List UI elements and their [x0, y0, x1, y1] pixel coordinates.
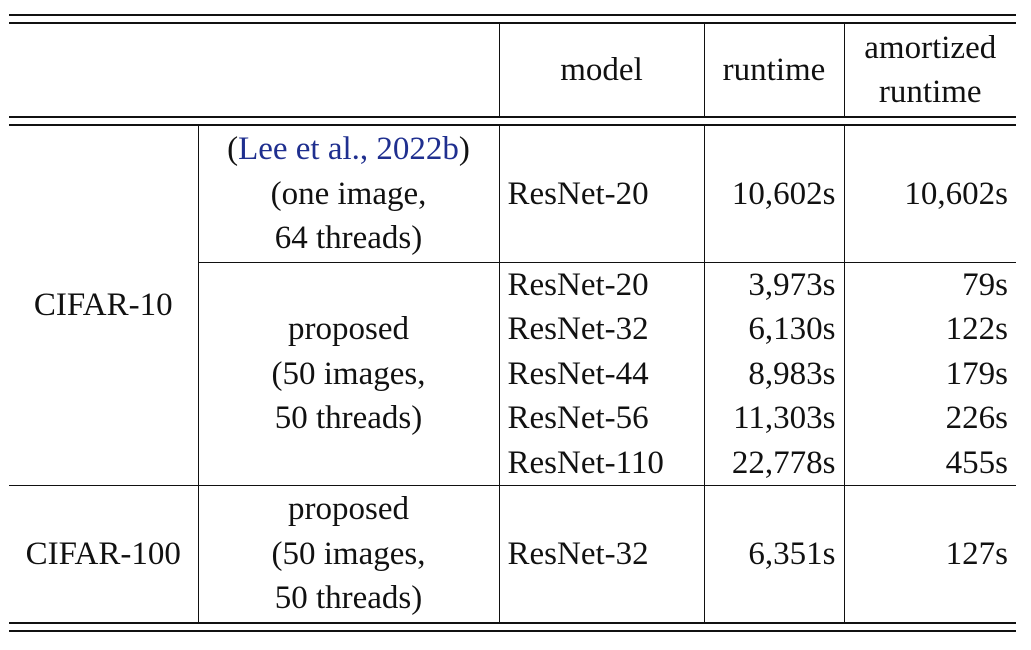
- open-paren: (: [227, 131, 239, 167]
- baseline-line2: (one image,: [270, 175, 427, 212]
- table-row: CIFAR-10 (Lee et al., 2022b) (one image,…: [9, 126, 1016, 486]
- amortized-cell: 455s: [945, 444, 1008, 481]
- runtime-cell: 22,778s: [704, 440, 845, 486]
- top-rule: [9, 14, 1016, 16]
- results-table-container: model runtime amortized runtime CIFAR-10…: [9, 14, 1016, 632]
- baseline-cite-line: (Lee et al., 2022b): [207, 127, 491, 172]
- baseline-line3: 64 threads): [274, 220, 423, 256]
- runtime-cell: 11,303s: [704, 396, 845, 441]
- proposed100-line2: (50 images,: [271, 535, 426, 572]
- model-cell: ResNet-32: [499, 307, 705, 352]
- baseline-runtime: 10,602s: [704, 126, 845, 262]
- model-cell: ResNet-20: [499, 261, 705, 307]
- method-proposed-cifar100: proposed (50 images, 50 threads): [198, 485, 500, 622]
- table-row: CIFAR-100 proposed (50 images, 50 thread…: [9, 485, 1016, 622]
- mid-rule: [9, 116, 1016, 118]
- proposed-line2: (50 images,: [271, 355, 426, 392]
- bottom-rule: [9, 621, 1016, 624]
- proposed-line3: 50 threads): [274, 400, 423, 436]
- model-cell: ResNet-110: [499, 440, 705, 486]
- runtime-cell: 6,130s: [704, 307, 845, 352]
- amortized-cell: 79s: [844, 261, 1016, 307]
- close-paren: ): [458, 131, 470, 167]
- baseline-amortized: 10,602s: [904, 175, 1008, 212]
- runtime-table: model runtime amortized runtime: [9, 24, 1016, 116]
- amortized-cell: 226s: [945, 400, 1008, 436]
- header-model: model: [499, 24, 705, 116]
- header-amortized-line1: amortized: [864, 30, 997, 66]
- cifar100-amortized: 127s: [844, 485, 1016, 622]
- proposed100-line1: proposed: [288, 491, 409, 527]
- amortized-cell: 122s: [945, 311, 1008, 347]
- cifar100-runtime: 6,351s: [704, 485, 845, 622]
- bottom-rule-2: [9, 629, 1016, 632]
- model-cell: ResNet-44: [499, 351, 705, 396]
- mid-rule-2: [9, 124, 1016, 126]
- header-empty-2: [198, 24, 500, 116]
- header-empty-1: [9, 24, 198, 116]
- header-runtime: runtime: [704, 24, 845, 116]
- amortized-cell: 179s: [945, 355, 1008, 392]
- table-row: ResNet-110 22,778s 455s: [9, 440, 1016, 486]
- proposed100-line3: 50 threads): [274, 580, 423, 616]
- runtime-table-body: CIFAR-10 (Lee et al., 2022b) (one image,…: [9, 126, 1016, 622]
- citation-link[interactable]: Lee et al., 2022b: [238, 131, 459, 167]
- header-amortized-runtime: amortized runtime: [844, 24, 1016, 116]
- model-cell: ResNet-56: [499, 396, 705, 441]
- dataset-cifar10: CIFAR-10: [9, 126, 199, 486]
- table-row: ResNet-56 11,303s 226s: [9, 396, 1016, 441]
- runtime-cell: 8,983s: [704, 351, 845, 396]
- table-row: proposed (50 images, 50 threads) ResNet-…: [9, 261, 1016, 486]
- table-row: ResNet-32 6,130s 122s: [9, 307, 1016, 352]
- cifar100-model: ResNet-32: [499, 485, 705, 622]
- top-rule-2: [9, 22, 1016, 24]
- method-baseline: (Lee et al., 2022b) (one image, 64 threa…: [198, 126, 500, 262]
- baseline-model: ResNet-20: [499, 126, 705, 262]
- runtime-cell: 3,973s: [704, 261, 845, 307]
- method-proposed-cifar10: proposed (50 images, 50 threads): [198, 261, 500, 486]
- header-amortized-line2: runtime: [878, 74, 982, 110]
- table-row: ResNet-44 8,983s 179s: [9, 351, 1016, 396]
- header-row: model runtime amortized runtime: [9, 24, 1016, 116]
- proposed-line1: proposed: [288, 311, 409, 347]
- dataset-cifar100: CIFAR-100: [9, 485, 199, 622]
